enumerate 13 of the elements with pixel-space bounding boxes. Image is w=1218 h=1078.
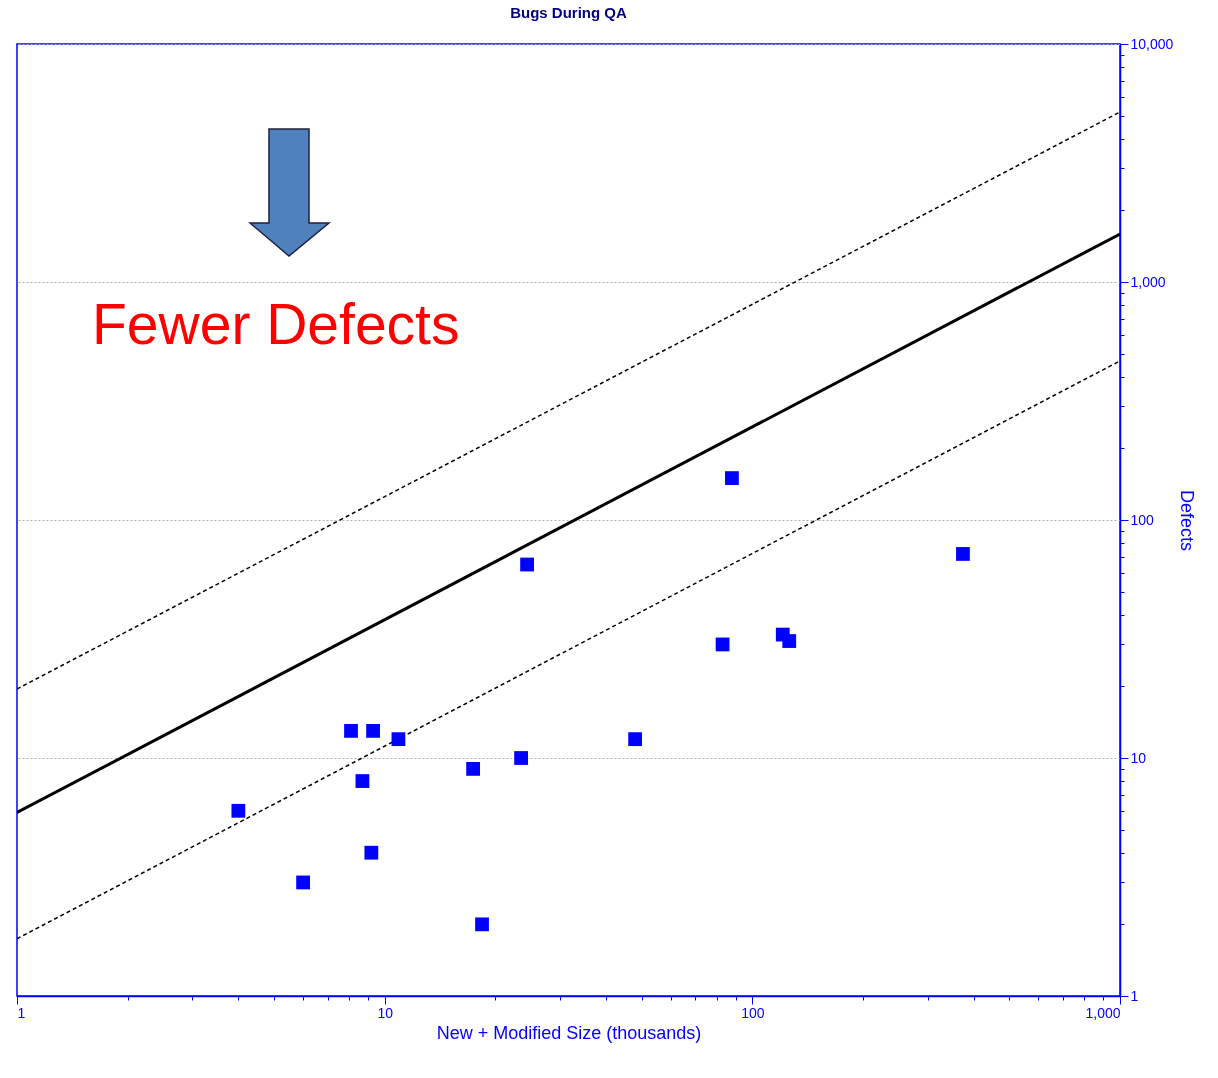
y-tick-label: 10: [1130, 749, 1147, 766]
y-tick-label: 100: [1130, 511, 1155, 528]
x-tick-label: 10: [377, 1004, 394, 1021]
x-tick-label: 1: [17, 1004, 26, 1021]
y-tick-label: 10,000: [1130, 35, 1174, 52]
chart-title: Bugs During QA: [510, 4, 627, 21]
x-tick-label: 100: [741, 1004, 765, 1021]
annotation: Fewer Defects: [92, 292, 460, 356]
y-tick-label: 1,000: [1130, 273, 1166, 290]
x-tick-label: 1,000: [1085, 1004, 1121, 1021]
y-axis-title: Defects: [1177, 489, 1198, 552]
y-tick-label: 1: [1130, 987, 1139, 1004]
x-axis-title: New + Modified Size (thousands): [436, 1022, 702, 1043]
